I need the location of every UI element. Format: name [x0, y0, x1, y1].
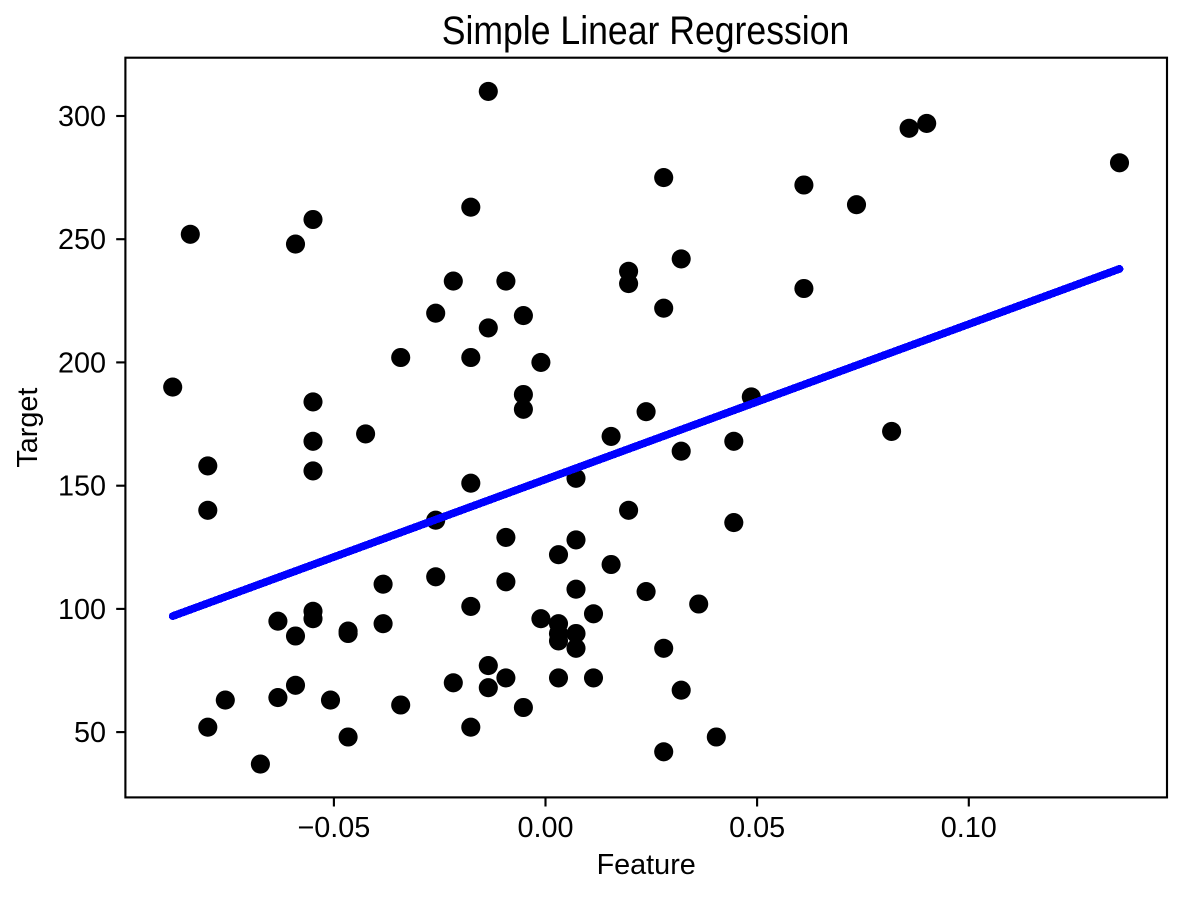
svg-text:50: 50 — [74, 717, 106, 749]
svg-text:Target: Target — [12, 388, 44, 468]
svg-text:300: 300 — [58, 101, 106, 133]
svg-text:150: 150 — [58, 471, 106, 503]
svg-text:Feature: Feature — [597, 849, 696, 881]
svg-text:0.00: 0.00 — [517, 812, 573, 844]
svg-text:0.10: 0.10 — [941, 812, 997, 844]
svg-text:200: 200 — [58, 347, 106, 379]
svg-text:−0.05: −0.05 — [297, 812, 370, 844]
svg-text:250: 250 — [58, 224, 106, 256]
svg-text:0.05: 0.05 — [729, 812, 785, 844]
svg-text:Simple Linear Regression: Simple Linear Regression — [442, 9, 850, 53]
svg-text:100: 100 — [58, 594, 106, 626]
